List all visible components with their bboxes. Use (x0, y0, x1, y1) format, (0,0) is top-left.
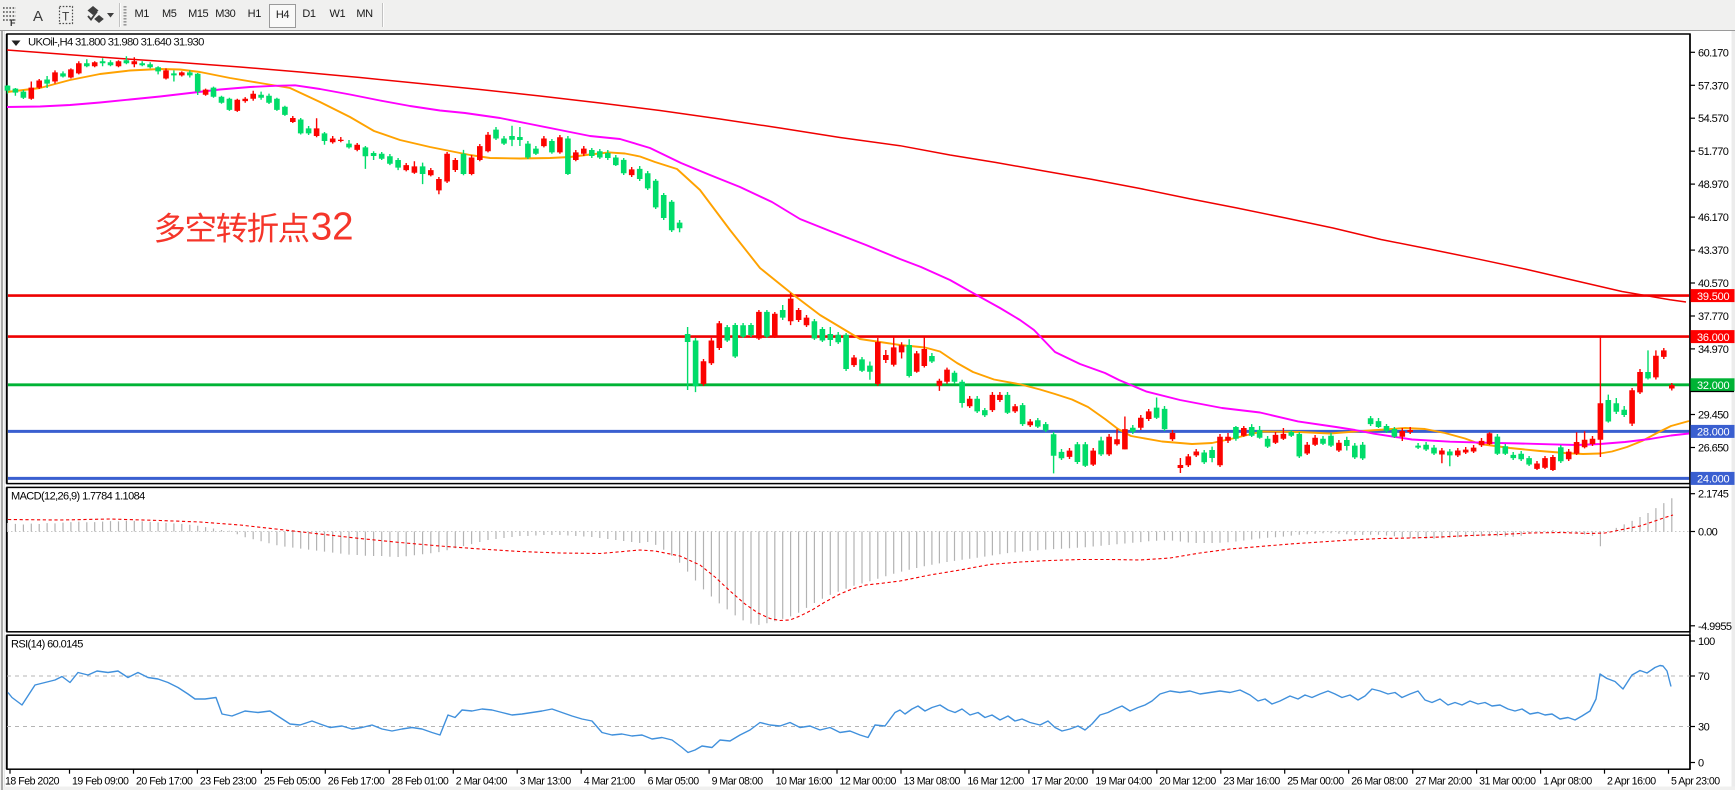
svg-text:19 Feb 09:00: 19 Feb 09:00 (72, 775, 129, 787)
svg-text:2 Apr 16:00: 2 Apr 16:00 (1607, 775, 1656, 787)
svg-text:70: 70 (1698, 671, 1710, 683)
svg-text:F: F (10, 18, 16, 28)
svg-text:UKOil-,H4 31.800 31.980 31.64: UKOil-,H4 31.800 31.980 31.640 31.930 (28, 37, 204, 49)
svg-text:32: 32 (311, 206, 354, 249)
svg-text:2.1745: 2.1745 (1698, 489, 1729, 501)
svg-text:34.970: 34.970 (1698, 344, 1729, 356)
svg-text:1 Apr 08:00: 1 Apr 08:00 (1543, 775, 1592, 787)
svg-text:12 Mar 00:00: 12 Mar 00:00 (840, 775, 897, 787)
svg-text:28.000: 28.000 (1697, 427, 1730, 439)
svg-text:19 Mar 04:00: 19 Mar 04:00 (1095, 775, 1152, 787)
svg-text:MACD(12,26,9) 1.7784 1.1084: MACD(12,26,9) 1.7784 1.1084 (11, 491, 145, 503)
svg-text:0.00: 0.00 (1698, 527, 1718, 539)
svg-text:54.570: 54.570 (1698, 113, 1729, 125)
svg-text:24.000: 24.000 (1697, 474, 1730, 486)
svg-text:2 Mar 04:00: 2 Mar 04:00 (456, 775, 508, 787)
svg-text:25 Mar 00:00: 25 Mar 00:00 (1287, 775, 1344, 787)
svg-text:32.000: 32.000 (1697, 380, 1730, 392)
svg-text:26.650: 26.650 (1698, 443, 1729, 455)
svg-text:43.370: 43.370 (1698, 245, 1729, 257)
svg-text:5 Apr 23:00: 5 Apr 23:00 (1671, 775, 1720, 787)
svg-text:RSI(14) 60.0145: RSI(14) 60.0145 (11, 639, 83, 651)
svg-text:4 Mar 21:00: 4 Mar 21:00 (584, 775, 636, 787)
svg-text:40.570: 40.570 (1698, 278, 1729, 290)
svg-text:26 Mar 08:00: 26 Mar 08:00 (1351, 775, 1408, 787)
svg-text:48.970: 48.970 (1698, 179, 1729, 191)
svg-text:100: 100 (1698, 636, 1715, 648)
svg-text:-4.9955: -4.9955 (1698, 621, 1732, 633)
svg-text:28 Feb 01:00: 28 Feb 01:00 (392, 775, 449, 787)
svg-text:16 Mar 12:00: 16 Mar 12:00 (967, 775, 1024, 787)
svg-text:30: 30 (1698, 722, 1710, 734)
svg-text:18 Feb 2020: 18 Feb 2020 (5, 775, 60, 787)
svg-text:60.170: 60.170 (1698, 47, 1729, 59)
svg-text:29.450: 29.450 (1698, 410, 1729, 422)
svg-text:20 Mar 12:00: 20 Mar 12:00 (1159, 775, 1216, 787)
svg-text:25 Feb 05:00: 25 Feb 05:00 (264, 775, 321, 787)
svg-text:0: 0 (1698, 758, 1704, 770)
svg-text:39.500: 39.500 (1697, 291, 1730, 303)
svg-text:36.000: 36.000 (1697, 332, 1730, 344)
svg-text:37.770: 37.770 (1698, 311, 1729, 323)
svg-text:T: T (62, 10, 70, 24)
svg-text:46.170: 46.170 (1698, 212, 1729, 224)
svg-text:51.770: 51.770 (1698, 146, 1729, 158)
svg-text:23 Mar 16:00: 23 Mar 16:00 (1223, 775, 1280, 787)
svg-text:6 Mar 05:00: 6 Mar 05:00 (648, 775, 700, 787)
svg-text:17 Mar 20:00: 17 Mar 20:00 (1031, 775, 1088, 787)
svg-text:57.370: 57.370 (1698, 80, 1729, 92)
svg-text:31 Mar 00:00: 31 Mar 00:00 (1479, 775, 1536, 787)
svg-text:9 Mar 08:00: 9 Mar 08:00 (712, 775, 764, 787)
svg-text:20 Feb 17:00: 20 Feb 17:00 (136, 775, 193, 787)
svg-text:A: A (33, 8, 43, 25)
svg-text:3 Mar 13:00: 3 Mar 13:00 (520, 775, 572, 787)
svg-text:10 Mar 16:00: 10 Mar 16:00 (776, 775, 833, 787)
svg-text:26 Feb 17:00: 26 Feb 17:00 (328, 775, 385, 787)
svg-text:27 Mar 20:00: 27 Mar 20:00 (1415, 775, 1472, 787)
svg-text:13 Mar 08:00: 13 Mar 08:00 (904, 775, 961, 787)
svg-text:23 Feb 23:00: 23 Feb 23:00 (200, 775, 257, 787)
